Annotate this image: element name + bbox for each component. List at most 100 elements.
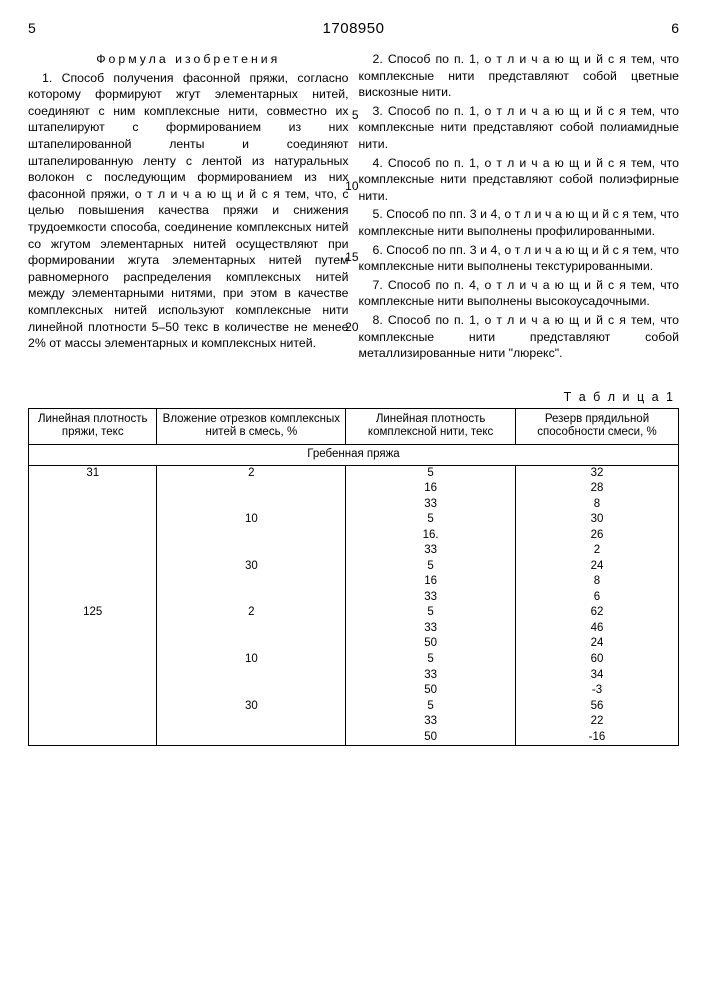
table-row: 50-16 <box>29 730 679 746</box>
table-cell: 34 <box>515 668 678 684</box>
table-row: 30556 <box>29 699 679 715</box>
table-cell <box>157 621 346 637</box>
table-cell: 5 <box>346 559 516 575</box>
table-header-row: Линейная плотность пряжи, текс Вложение … <box>29 408 679 445</box>
section-row: Гребенная пряжа <box>29 445 679 466</box>
table-cell <box>157 683 346 699</box>
claim-8: 8. Способ по п. 1, о т л и ч а ю щ и й с… <box>359 312 680 362</box>
right-column: 5 10 15 20 2. Способ по п. 1, о т л и ч … <box>359 51 680 364</box>
table-cell: 30 <box>515 512 678 528</box>
table-cell: 5 <box>346 699 516 715</box>
table-cell: 16 <box>346 481 516 497</box>
table-cell: 16 <box>346 574 516 590</box>
table-cell <box>157 590 346 606</box>
table-cell: 33 <box>346 668 516 684</box>
page-left: 5 <box>28 20 36 37</box>
table-body: 31253216283381053016.2633230524168336125… <box>29 465 679 745</box>
table-cell <box>29 481 157 497</box>
table-cell <box>29 668 157 684</box>
table-cell: 33 <box>346 714 516 730</box>
table-row: 5024 <box>29 636 679 652</box>
table-cell: 56 <box>515 699 678 715</box>
claims-columns: Формула изобретения 1. Способ получения … <box>28 51 679 364</box>
table-cell <box>29 528 157 544</box>
table-cell: 5 <box>346 512 516 528</box>
table-cell: 8 <box>515 497 678 513</box>
table-cell: 24 <box>515 636 678 652</box>
table-cell <box>29 574 157 590</box>
claim-4: 4. Способ по п. 1, о т л и ч а ю щ и й с… <box>359 155 680 205</box>
table-cell <box>157 668 346 684</box>
table-row: 3322 <box>29 714 679 730</box>
table-cell: 125 <box>29 605 157 621</box>
table-row: 3334 <box>29 668 679 684</box>
claim-1: 1. Способ получения фасонной пряжи, согл… <box>28 70 349 352</box>
table-cell <box>29 497 157 513</box>
table-row: 16.26 <box>29 528 679 544</box>
th-4: Резерв прядильной способности смеси, % <box>515 408 678 445</box>
table-row: 332 <box>29 543 679 559</box>
table-cell: 46 <box>515 621 678 637</box>
data-table: Линейная плотность пряжи, текс Вложение … <box>28 408 679 746</box>
table-cell: 33 <box>346 497 516 513</box>
table-row: 168 <box>29 574 679 590</box>
page-header: 5 1708950 6 <box>28 20 679 37</box>
th-3: Линейная плотность комплексной нити, тек… <box>346 408 516 445</box>
table-cell: 5 <box>346 465 516 481</box>
table-cell: 32 <box>515 465 678 481</box>
th-1: Линейная плотность пряжи, текс <box>29 408 157 445</box>
table-cell: 5 <box>346 652 516 668</box>
table-row: 1628 <box>29 481 679 497</box>
table-cell <box>29 590 157 606</box>
table-cell <box>157 574 346 590</box>
table-cell: 50 <box>346 636 516 652</box>
table-cell <box>157 497 346 513</box>
th-2: Вложение отрезков комплексных нитей в см… <box>157 408 346 445</box>
table-cell: 28 <box>515 481 678 497</box>
table-cell: 10 <box>157 652 346 668</box>
table-row: 30524 <box>29 559 679 575</box>
claim-2: 2. Способ по п. 1, о т л и ч а ю щ и й с… <box>359 51 680 101</box>
table-cell <box>29 652 157 668</box>
table-cell <box>29 683 157 699</box>
table-row: 338 <box>29 497 679 513</box>
table-cell: 16. <box>346 528 516 544</box>
table-cell <box>29 699 157 715</box>
formula-title: Формула изобретения <box>28 51 349 68</box>
table-cell <box>157 730 346 746</box>
table-cell <box>29 636 157 652</box>
table-row: 10560 <box>29 652 679 668</box>
section-label: Гребенная пряжа <box>29 445 679 466</box>
table-row: 1252562 <box>29 605 679 621</box>
table-cell: 5 <box>346 605 516 621</box>
table-cell <box>157 528 346 544</box>
table-cell <box>157 543 346 559</box>
table-cell <box>29 559 157 575</box>
table-cell: 30 <box>157 699 346 715</box>
table-cell <box>157 481 346 497</box>
claim-5: 5. Способ по пп. 3 и 4, о т л и ч а ю щ … <box>359 206 680 239</box>
line-number-10: 10 <box>345 178 359 194</box>
table-row: 312532 <box>29 465 679 481</box>
table-cell <box>157 714 346 730</box>
table-row: 3346 <box>29 621 679 637</box>
table-cell <box>29 730 157 746</box>
table-cell: 50 <box>346 683 516 699</box>
table-row: 50-3 <box>29 683 679 699</box>
table-cell: 2 <box>157 465 346 481</box>
table-cell <box>29 543 157 559</box>
table-cell <box>29 512 157 528</box>
table-cell: 33 <box>346 543 516 559</box>
table-cell: 60 <box>515 652 678 668</box>
page-right: 6 <box>671 20 679 37</box>
table-cell: 26 <box>515 528 678 544</box>
line-number-15: 15 <box>345 249 359 265</box>
doc-number: 1708950 <box>323 20 385 37</box>
table-cell: 6 <box>515 590 678 606</box>
table-cell: 30 <box>157 559 346 575</box>
claim-7: 7. Способ по п. 4, о т л и ч а ю щ и й с… <box>359 277 680 310</box>
table-cell: 10 <box>157 512 346 528</box>
table-cell: -16 <box>515 730 678 746</box>
table-cell <box>29 621 157 637</box>
table-cell: 2 <box>157 605 346 621</box>
